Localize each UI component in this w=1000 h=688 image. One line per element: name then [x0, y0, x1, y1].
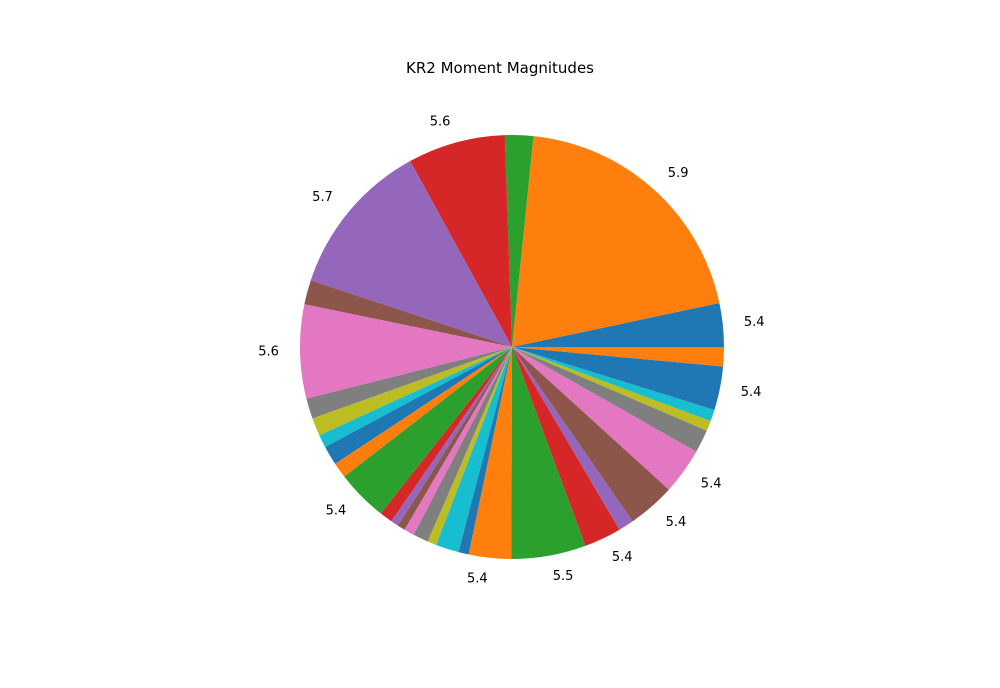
slice-label: 5.4	[326, 504, 347, 519]
pie-slice	[511, 347, 586, 560]
pie-slice	[410, 135, 512, 347]
pie-slice	[335, 347, 512, 477]
pie-slice	[319, 347, 512, 448]
slice-label: 5.5	[553, 569, 574, 584]
pie-slice	[312, 347, 512, 436]
pie-slice	[380, 347, 512, 522]
slice-label: 5.6	[258, 345, 279, 360]
slice-label: 5.6	[430, 115, 451, 130]
pie-slice	[304, 280, 512, 347]
pie-slice	[512, 136, 720, 347]
pie-slice	[512, 347, 724, 410]
pie-slice	[512, 347, 711, 431]
pie-slice	[512, 347, 620, 546]
pie-slice	[512, 347, 697, 490]
slice-label: 5.7	[312, 190, 333, 205]
pie-slice	[512, 347, 633, 530]
slice-label: 5.4	[467, 571, 488, 586]
slice-label: 5.4	[666, 515, 687, 530]
pie-slice	[458, 347, 512, 555]
pie-slice	[306, 347, 512, 419]
slice-label: 5.9	[668, 166, 689, 181]
pie-slice	[512, 347, 715, 421]
pie-slice	[512, 347, 669, 522]
pie-slice	[427, 347, 512, 545]
pie-slice	[391, 347, 512, 526]
pie-slice	[310, 161, 512, 347]
pie-slice	[512, 303, 724, 347]
pie-slice	[325, 347, 512, 464]
chart-title: KR2 Moment Magnitudes	[406, 59, 594, 77]
slice-label: 5.4	[701, 476, 722, 491]
slice-label: 5.4	[744, 315, 765, 330]
pie-slice	[512, 347, 724, 367]
pie-slice	[404, 347, 512, 535]
pie-slice	[300, 304, 512, 399]
pie-slice	[512, 347, 707, 452]
pie-slice	[413, 347, 512, 542]
pie-slice	[436, 347, 512, 553]
pie-slice	[504, 134, 534, 347]
pie-slice	[468, 347, 512, 559]
slice-label: 5.4	[741, 385, 762, 400]
pie-slice	[344, 347, 512, 514]
pie-slice	[397, 347, 512, 530]
slice-label: 5.4	[612, 550, 633, 565]
